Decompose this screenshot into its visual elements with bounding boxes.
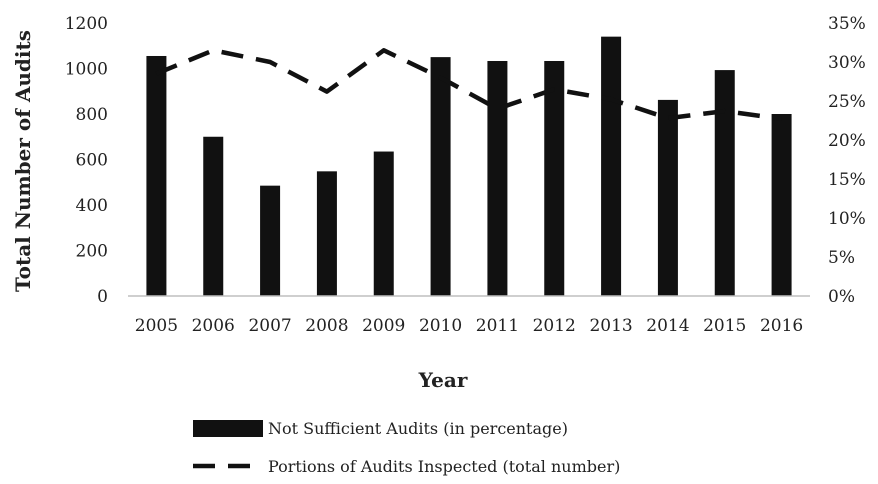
- y-tick-label: 200: [76, 242, 108, 262]
- y2-tick-label: 25%: [828, 92, 866, 112]
- x-axis-ticks: 2005 2006 2007 2008 2009 2010 2011 2012 2013 2014…: [135, 316, 803, 336]
- x-tick-label: 2009: [362, 316, 405, 336]
- y-axis-title: Total Number of Audits: [11, 30, 35, 292]
- dashed-line-series: [155, 48, 782, 122]
- legend-swatch-bar: [193, 420, 263, 437]
- bar-2016: [771, 114, 792, 296]
- bar-2014: [657, 99, 678, 297]
- bar-2011: [487, 60, 508, 297]
- y2-tick-label: 5%: [828, 248, 855, 268]
- bar-2012: [544, 60, 565, 297]
- y-tick-label: 600: [76, 151, 108, 171]
- bar-2005: [146, 55, 167, 296]
- left-axis-ticks: 0 200 400 600 800 1000 1200: [65, 14, 108, 307]
- x-tick-label: 2012: [533, 316, 576, 336]
- x-tick-label: 2007: [248, 316, 291, 336]
- bar-2013: [601, 36, 622, 297]
- bar-series: [146, 36, 792, 297]
- bar-2007: [260, 185, 281, 296]
- y-tick-label: 1000: [65, 60, 108, 80]
- bar-2006: [203, 136, 224, 296]
- x-tick-label: 2013: [589, 316, 632, 336]
- bar-2008: [316, 171, 337, 296]
- legend: Not Sufficient Audits (in percentage) Po…: [193, 419, 620, 476]
- y-tick-label: 1200: [65, 14, 108, 34]
- legend-label-line: Portions of Audits Inspected (total numb…: [268, 457, 620, 476]
- x-tick-label: 2011: [476, 316, 519, 336]
- y2-tick-label: 0%: [828, 287, 855, 307]
- bar-2015: [714, 70, 735, 296]
- right-axis-ticks: 0% 5% 10% 15% 20% 25% 30% 35%: [828, 14, 866, 307]
- y-tick-label: 800: [76, 105, 108, 125]
- y2-tick-label: 30%: [828, 53, 866, 73]
- x-tick-label: 2006: [192, 316, 235, 336]
- y-tick-label: 400: [76, 196, 108, 216]
- x-tick-label: 2010: [419, 316, 462, 336]
- y2-tick-label: 35%: [828, 14, 866, 34]
- x-tick-label: 2014: [646, 316, 689, 336]
- legend-label-bar: Not Sufficient Audits (in percentage): [268, 419, 568, 438]
- y2-tick-label: 20%: [828, 131, 866, 151]
- bar-2010: [430, 57, 451, 296]
- y2-tick-label: 10%: [828, 209, 866, 229]
- bar-2009: [373, 151, 394, 296]
- x-tick-label: 2015: [703, 316, 746, 336]
- x-tick-label: 2016: [760, 316, 803, 336]
- x-axis-title: Year: [418, 368, 468, 392]
- x-tick-label: 2005: [135, 316, 178, 336]
- x-tick-label: 2008: [305, 316, 348, 336]
- y-tick-label: 0: [97, 287, 108, 307]
- y2-tick-label: 15%: [828, 170, 866, 190]
